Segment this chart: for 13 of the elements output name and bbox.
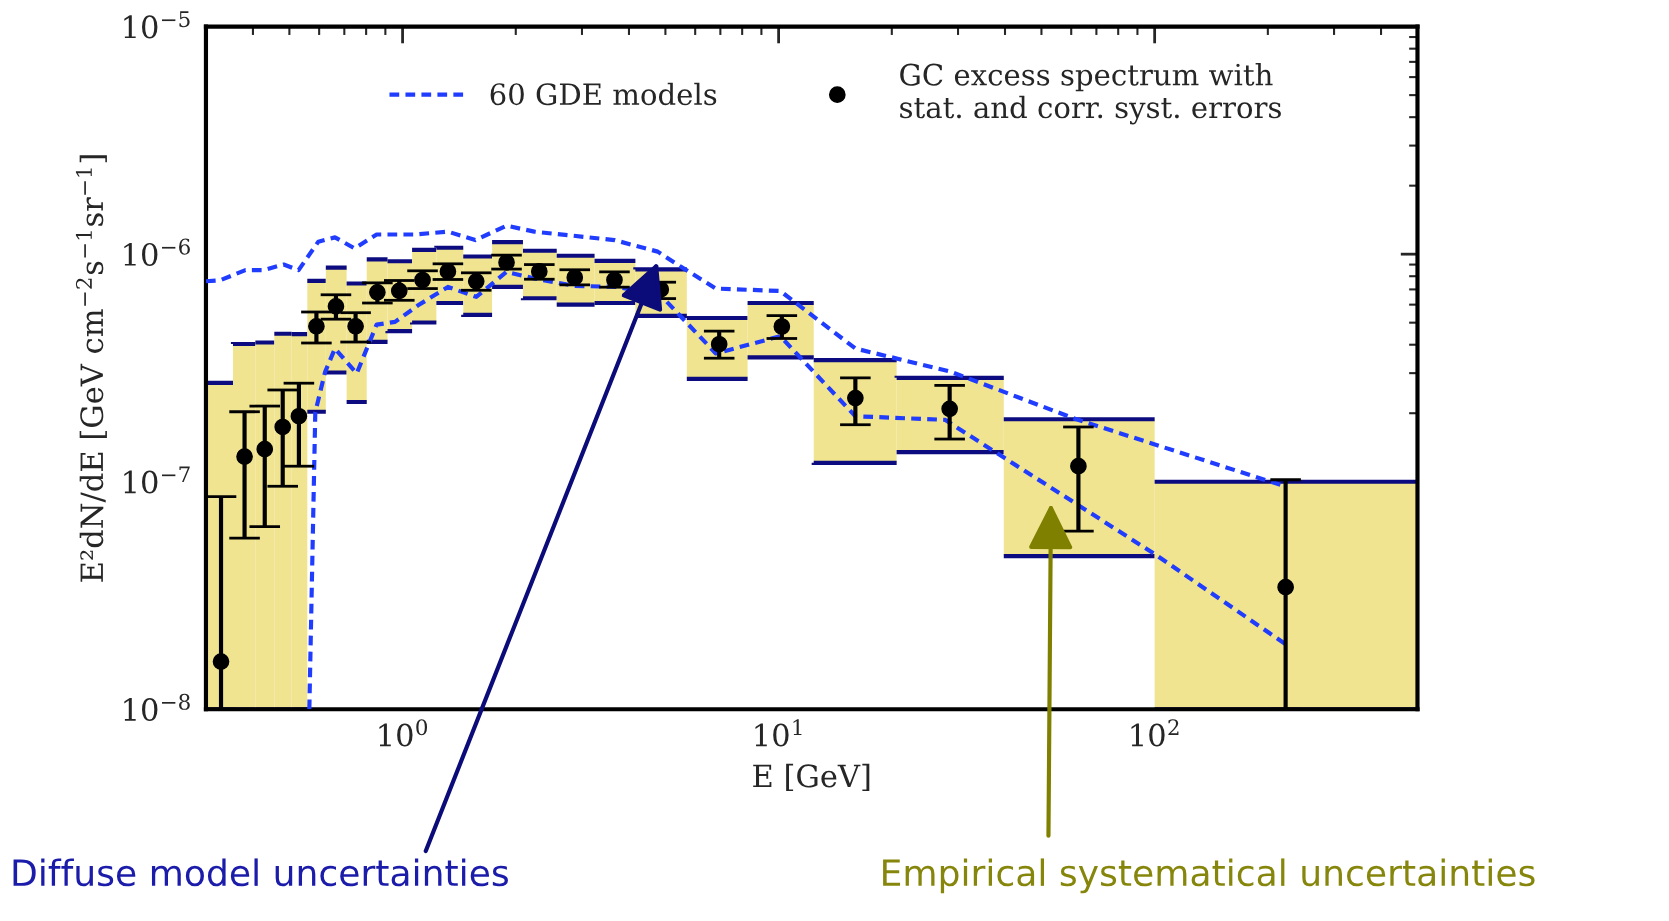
y-tick-label: 10$^{−5}$ [124,11,190,39]
legend-label: GC excess spectrum with stat. and corr. syst. errors [900,63,1281,125]
x-tick-label: 10$^{0}$ [379,719,428,747]
y-tick-label: 10$^{−8}$ [124,693,190,722]
y-tick-label: 10$^{−6}$ [124,238,190,266]
x-axis-title: E [GeV] [753,763,870,792]
text: Empirical systematical uncertainties [883,858,1535,894]
x-tick-label: 10$^{1}$ [755,719,802,747]
y-tick-label: 10$^{−7}$ [124,466,190,494]
legend-label: 60 GDE models [490,82,717,106]
x-tick-label: 10$^{2}$ [1131,719,1179,747]
y-axis-title: E²dN/dE [GeV cm$^{−2}$s$^{−1}$sr$^{−1}$] [75,155,107,582]
text: Diffuse model uncertainties [13,858,508,887]
